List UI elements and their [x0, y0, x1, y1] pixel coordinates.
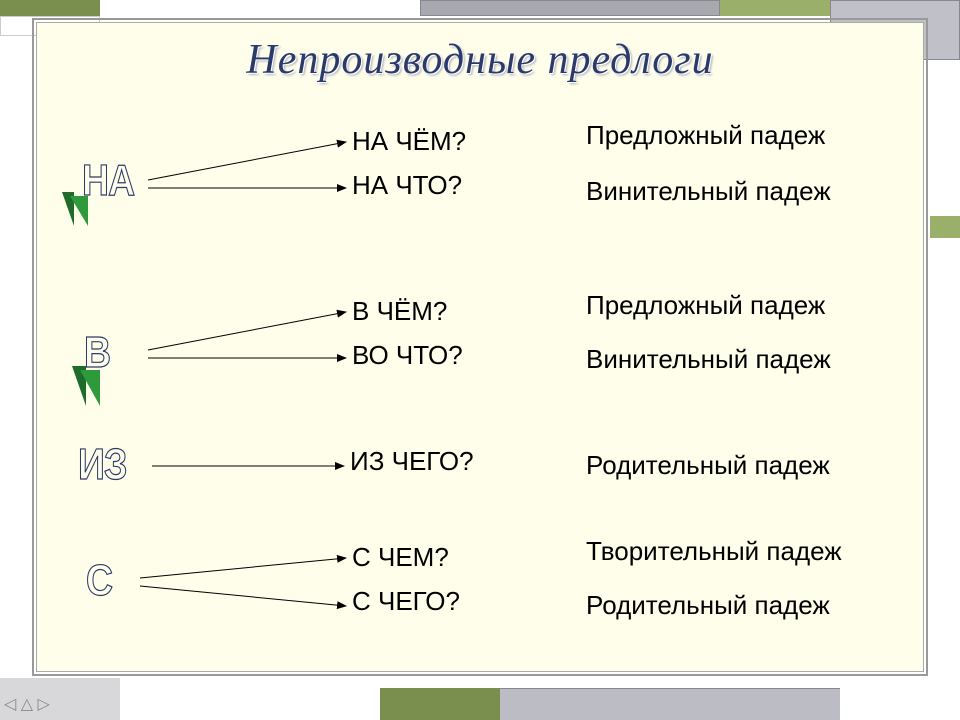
case-label: Творительный падеж [586, 536, 842, 567]
question-text: С ЧЕГО? [352, 586, 460, 617]
nav-controls[interactable]: ◁ △ ▷ [4, 694, 50, 714]
case-label: Предложный падеж [586, 120, 825, 151]
question-text: В ЧЁМ? [352, 296, 447, 327]
decor-olive-top [720, 0, 830, 16]
nav-up-icon[interactable]: △ [21, 696, 33, 713]
decor-olive-top-left [0, 0, 100, 16]
case-label: Предложный падеж [586, 290, 825, 321]
question-text: ИЗ ЧЕГО? [350, 446, 474, 477]
decor-grey-bottom [500, 688, 840, 720]
nav-next-icon[interactable]: ▷ [38, 696, 50, 713]
preposition-word: НА [82, 156, 134, 206]
decor-olive-bottom [380, 688, 500, 720]
decor-grey-top [420, 0, 720, 16]
slide-title: Непроизводные предлоги [0, 36, 960, 84]
question-text: НА ЧТО? [352, 170, 462, 201]
case-label: Винительный падеж [586, 176, 831, 207]
preposition-word: ИЗ [78, 440, 127, 490]
case-label: Родительный падеж [586, 590, 830, 621]
preposition-word: В [84, 328, 110, 378]
question-text: НА ЧЁМ? [352, 126, 466, 157]
decor-olive-right [930, 216, 960, 238]
nav-prev-icon[interactable]: ◁ [4, 696, 16, 713]
case-label: Винительный падеж [586, 344, 831, 375]
case-label: Родительный падеж [586, 450, 830, 481]
question-text: ВО ЧТО? [352, 340, 463, 371]
question-text: С ЧЕМ? [352, 542, 449, 573]
preposition-word: С [86, 556, 112, 606]
